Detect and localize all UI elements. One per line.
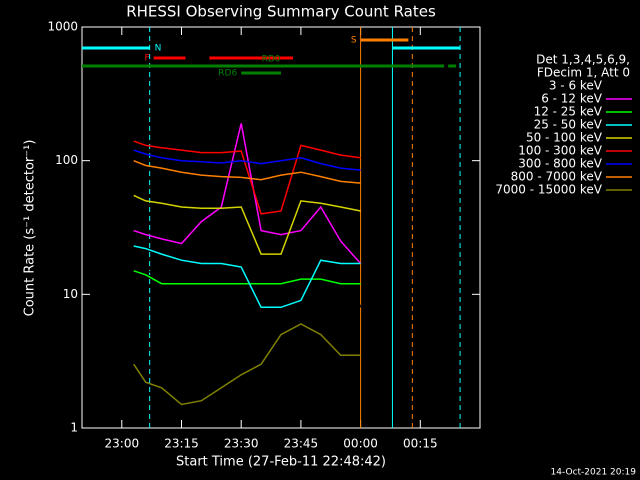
footer: 14-Oct-2021 20:19	[551, 468, 637, 478]
series-line	[133, 140, 361, 215]
legend-label: 3 - 6 keV	[549, 79, 603, 93]
y-tick-label: 1000	[47, 20, 78, 34]
y-tick-label: 100	[55, 153, 78, 167]
series-line	[133, 123, 362, 264]
y-tick-label: 10	[63, 287, 78, 301]
plot-frame	[81, 26, 481, 429]
flag-label: F	[144, 54, 149, 64]
legend-label: 100 - 300 keV	[518, 144, 602, 158]
flag-label: S	[351, 36, 357, 46]
x-tick-label: 23:00	[105, 437, 140, 451]
series-line	[133, 245, 361, 309]
legend-label: 800 - 7000 keV	[511, 170, 603, 184]
x-tick-label: 23:15	[164, 437, 199, 451]
flag-label: N	[155, 44, 162, 54]
legend-header: FDecim 1, Att 0	[537, 66, 630, 80]
series-line	[133, 149, 361, 171]
series-line	[133, 270, 361, 285]
y-axis-label: Count Rate (s⁻¹ detector⁻¹)	[23, 140, 38, 317]
y-tick-label: 1	[70, 421, 78, 435]
legend-label: 25 - 50 keV	[534, 118, 603, 132]
legend-label: 12 - 25 keV	[534, 105, 603, 119]
series-line	[133, 323, 361, 406]
legend-label: 50 - 100 keV	[526, 131, 603, 145]
x-tick-label: 00:15	[403, 437, 438, 451]
series-line	[133, 160, 361, 184]
flag-label: RD0	[262, 55, 281, 65]
x-tick-label: 23:45	[284, 437, 319, 451]
legend-label: 6 - 12 keV	[541, 92, 603, 106]
legend-label: 7000 - 15000 keV	[495, 183, 602, 197]
x-tick-label: 00:00	[343, 437, 378, 451]
series-line	[133, 194, 361, 255]
legend-header: Det 1,3,4,5,6,9,	[536, 53, 630, 67]
flag-label: RD6	[218, 69, 237, 79]
x-axis-label: Start Time (27-Feb-11 22:48:42)	[176, 455, 386, 470]
chart-title: RHESSI Observing Summary Count Rates	[126, 3, 436, 21]
x-tick-label: 23:30	[224, 437, 259, 451]
legend-label: 300 - 800 keV	[518, 157, 602, 171]
